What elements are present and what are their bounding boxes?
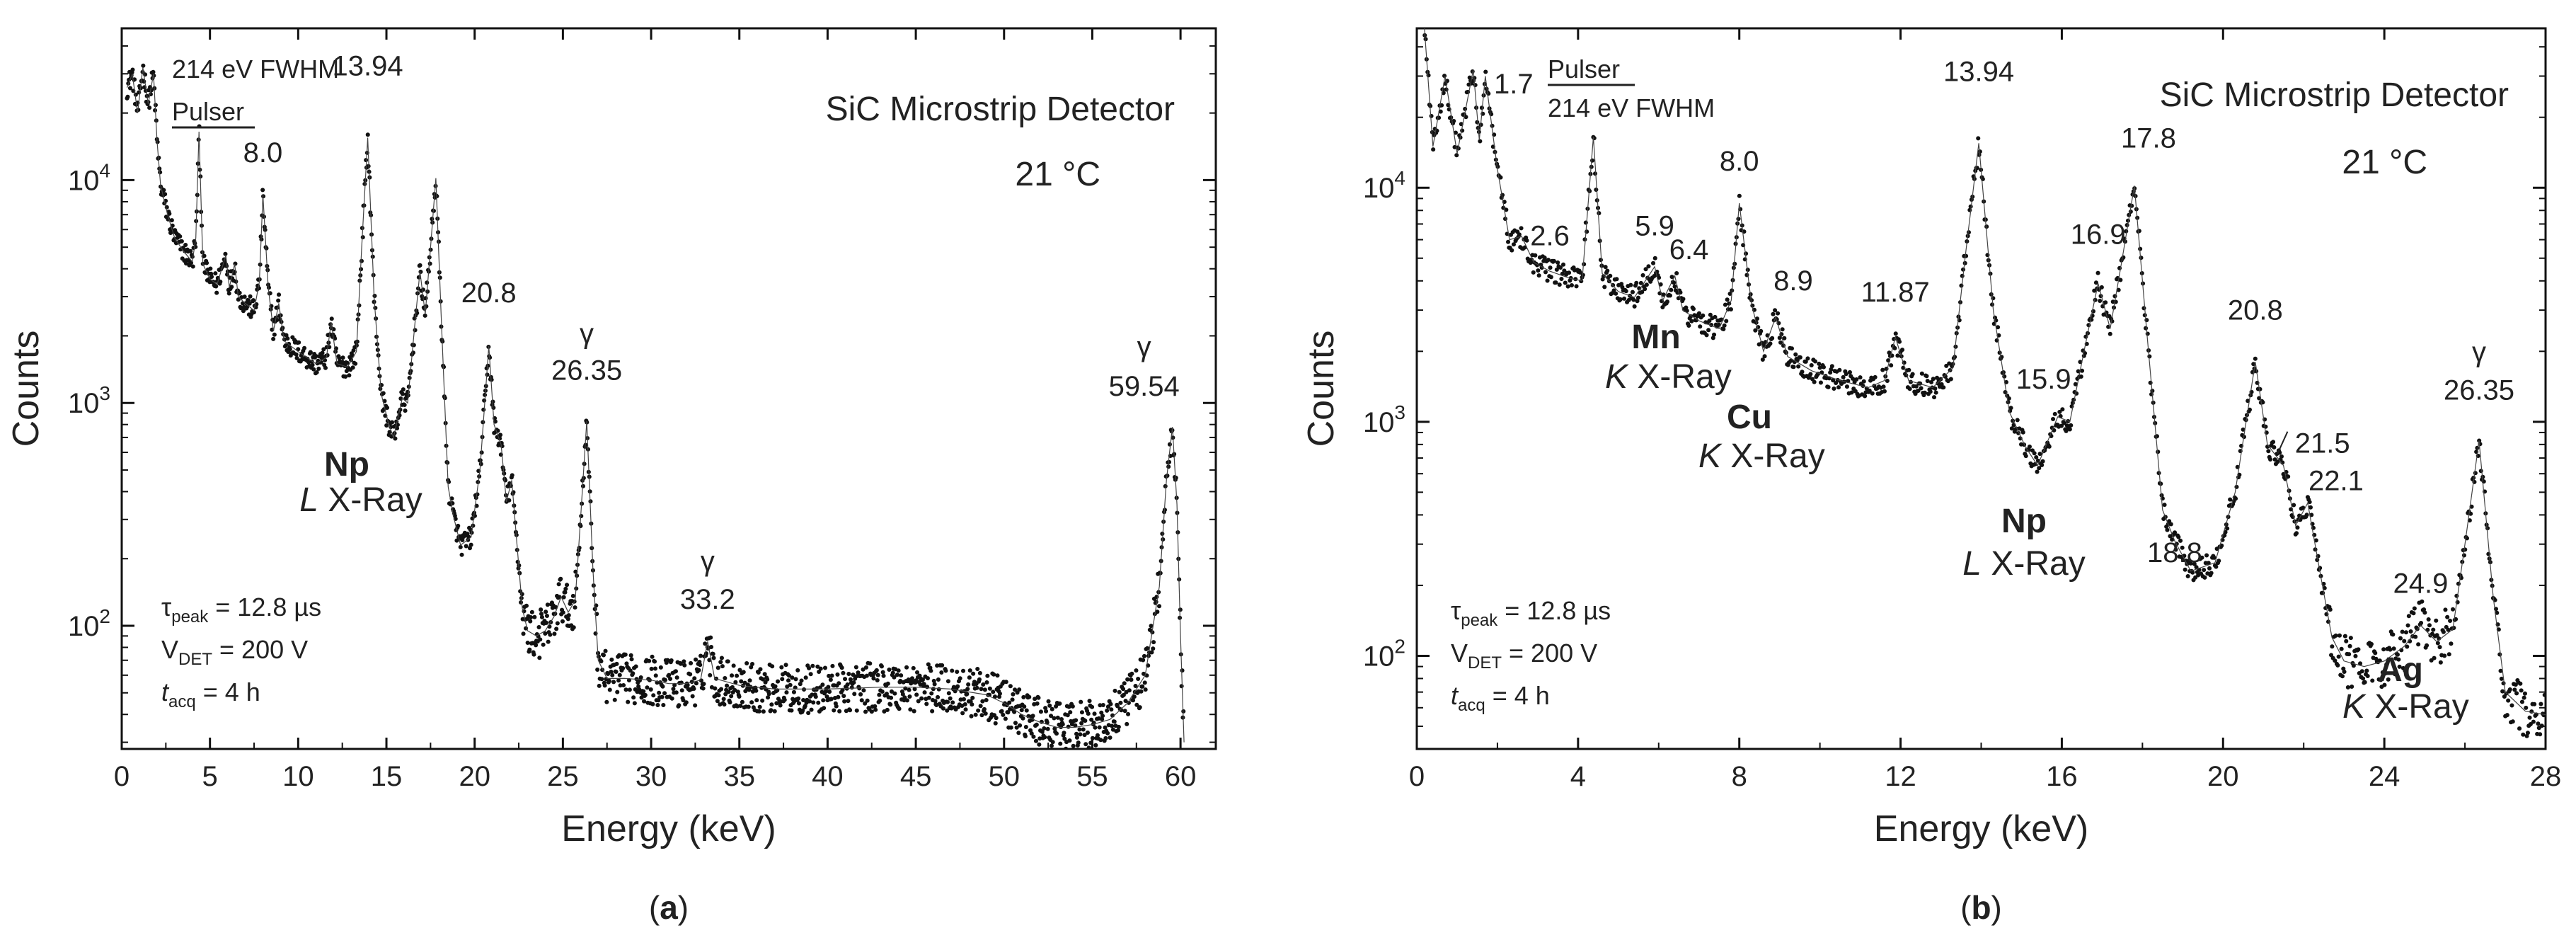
y-tick-label: 104	[1363, 167, 1405, 204]
pulser-label: Pulser	[172, 97, 244, 126]
x-tick-label: 60	[1165, 761, 1197, 792]
x-tick-label: 25	[547, 761, 579, 792]
x-axis-title: Energy (keV)	[1874, 808, 2088, 849]
peak-label: 2.6	[1530, 221, 1570, 252]
detector-label: SiC Microstrip Detector	[826, 91, 1175, 128]
y-tick-label: 102	[68, 605, 110, 642]
peak-label: 8.0	[243, 137, 283, 168]
gamma-label: γ	[580, 319, 594, 350]
spectrum-line	[126, 67, 1185, 743]
x-tick-label: 5	[202, 761, 218, 792]
peak-label: 26.35	[2444, 375, 2514, 406]
x-tick-label: 28	[2530, 761, 2562, 792]
plot-frame	[120, 27, 1217, 750]
peak-label: 22.1	[2308, 465, 2364, 496]
y-tick-label: 103	[68, 382, 110, 419]
spectrum-line	[1424, 28, 2546, 716]
time-label: tacq = 4 h	[1451, 681, 1550, 715]
np-element-label: Np	[2001, 503, 2047, 540]
peak-label: 17.8	[2121, 122, 2176, 154]
peak-label: 24.9	[2393, 568, 2448, 599]
ag-element-label: Ag	[2378, 651, 2423, 689]
chart-panel-a: 0 5 10 15 20 25 30 35 40 45 50 55 60 102 103 104 Energy …	[6, 27, 1217, 926]
tau-label: τpeak = 12.8 µs	[161, 593, 321, 626]
peak-label: 5.9	[1635, 211, 1674, 242]
x-tick-label: 35	[723, 761, 755, 792]
peak-label: 21.5	[2295, 428, 2350, 459]
x-axis-title: Energy (keV)	[561, 808, 776, 849]
peak-label: 13.94	[1943, 56, 2014, 87]
peak-label: 13.94	[333, 51, 403, 82]
y-tick-label: 104	[68, 159, 110, 196]
y-axis-title: Counts	[6, 331, 47, 447]
peak-label: 59.54	[1109, 371, 1180, 402]
x-tick-label: 10	[282, 761, 314, 792]
y-tick-label: 102	[1363, 635, 1405, 672]
peak-label: 18.8	[2147, 537, 2202, 568]
gamma-label: γ	[1137, 331, 1151, 362]
gamma-label: γ	[701, 546, 715, 577]
y-axis-title: Counts	[1301, 331, 1342, 447]
peak-label: 33.2	[680, 584, 735, 615]
fwhm-label: 214 eV FWHM	[1548, 93, 1715, 122]
cu-line-label: K X-Ray	[1698, 437, 1825, 475]
tau-label: τpeak = 12.8 µs	[1451, 596, 1611, 630]
np-line-label: L X-Ray	[299, 481, 422, 519]
peak-label: 20.8	[2228, 294, 2283, 326]
panel-label: (b)	[1960, 889, 2002, 926]
peak-label: 8.9	[1773, 265, 1813, 297]
x-tick-label: 12	[1885, 761, 1916, 792]
y-tick-label: 103	[1363, 401, 1405, 438]
x-tick-label: 0	[114, 761, 130, 792]
x-tick-label: 40	[812, 761, 844, 792]
peak-label: 11.87	[1861, 277, 1930, 308]
x-tick-label: 0	[1409, 761, 1425, 792]
voltage-label: VDET = 200 V	[161, 635, 308, 669]
peak-label: 1.7	[1494, 69, 1534, 100]
spectrum-points	[1422, 28, 2546, 738]
x-tick-label: 4	[1570, 761, 1586, 792]
gamma-label: γ	[2472, 337, 2486, 368]
peak-label: 26.35	[551, 355, 622, 387]
time-label: tacq = 4 h	[161, 677, 260, 711]
panel-label: (a)	[649, 889, 689, 926]
peak-label: 20.8	[461, 277, 517, 309]
temperature-label: 21 °C	[1015, 156, 1100, 193]
np-element-label: Np	[324, 446, 369, 483]
mn-line-label: K X-Ray	[1605, 358, 1732, 396]
peak-label: 16.9	[2071, 219, 2126, 250]
chart-panel-b: 0 4 8 12 16 20 24 28 102 103 104 Energy (keV) Counts…	[1301, 27, 2562, 926]
x-tick-label: 50	[989, 761, 1020, 792]
x-tick-label: 24	[2369, 761, 2400, 792]
peak-label: 6.4	[1669, 234, 1709, 265]
detector-label: SiC Microstrip Detector	[2160, 76, 2509, 114]
spectrum-points	[125, 63, 1186, 749]
peak-leader	[2277, 431, 2289, 454]
fwhm-label: 214 eV FWHM	[172, 55, 339, 84]
x-tick-label: 45	[900, 761, 932, 792]
x-tick-label: 20	[459, 761, 490, 792]
x-tick-label: 20	[2207, 761, 2239, 792]
cu-element-label: Cu	[1727, 399, 1772, 436]
x-tick-label: 16	[2046, 761, 2078, 792]
voltage-label: VDET = 200 V	[1451, 639, 1597, 672]
np-line-label: L X-Ray	[1962, 545, 2085, 583]
temperature-label: 21 °C	[2342, 144, 2427, 181]
x-tick-label: 15	[371, 761, 403, 792]
x-tick-label: 30	[636, 761, 667, 792]
peak-label: 8.0	[1720, 146, 1759, 177]
data-points	[1422, 33, 2546, 738]
x-tick-label: 55	[1076, 761, 1108, 792]
x-tick-label: 8	[1732, 761, 1747, 792]
ag-line-label: K X-Ray	[2342, 688, 2469, 726]
pulser-label: Pulser	[1548, 55, 1620, 84]
peak-label: 15.9	[2016, 364, 2071, 395]
mn-element-label: Mn	[1631, 319, 1680, 356]
